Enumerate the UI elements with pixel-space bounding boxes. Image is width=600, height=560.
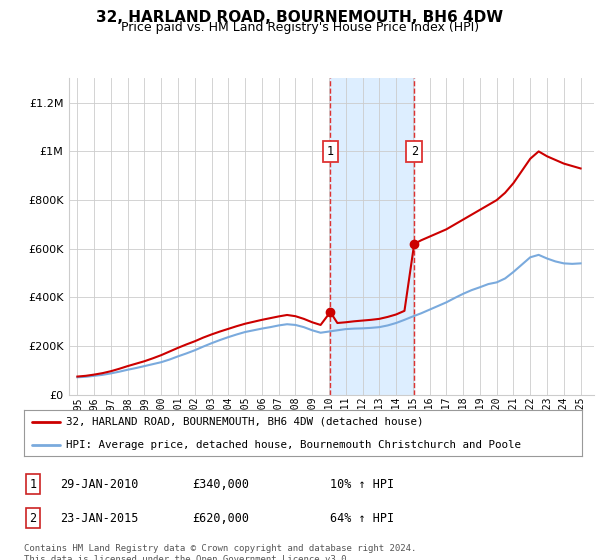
Text: 1: 1 [327, 145, 334, 158]
Text: 2: 2 [29, 511, 37, 525]
Text: 64% ↑ HPI: 64% ↑ HPI [330, 511, 394, 525]
Text: HPI: Average price, detached house, Bournemouth Christchurch and Poole: HPI: Average price, detached house, Bour… [66, 440, 521, 450]
Text: 2: 2 [410, 145, 418, 158]
Text: 32, HARLAND ROAD, BOURNEMOUTH, BH6 4DW (detached house): 32, HARLAND ROAD, BOURNEMOUTH, BH6 4DW (… [66, 417, 424, 427]
Text: Contains HM Land Registry data © Crown copyright and database right 2024.
This d: Contains HM Land Registry data © Crown c… [24, 544, 416, 560]
Text: £340,000: £340,000 [192, 478, 249, 491]
Bar [331, 78, 414, 395]
Text: Price paid vs. HM Land Registry's House Price Index (HPI): Price paid vs. HM Land Registry's House … [121, 21, 479, 34]
Text: 29-JAN-2010: 29-JAN-2010 [60, 478, 139, 491]
Text: 32, HARLAND ROAD, BOURNEMOUTH, BH6 4DW: 32, HARLAND ROAD, BOURNEMOUTH, BH6 4DW [97, 10, 503, 25]
Text: 1: 1 [29, 478, 37, 491]
Text: £620,000: £620,000 [192, 511, 249, 525]
Text: 10% ↑ HPI: 10% ↑ HPI [330, 478, 394, 491]
Text: 23-JAN-2015: 23-JAN-2015 [60, 511, 139, 525]
